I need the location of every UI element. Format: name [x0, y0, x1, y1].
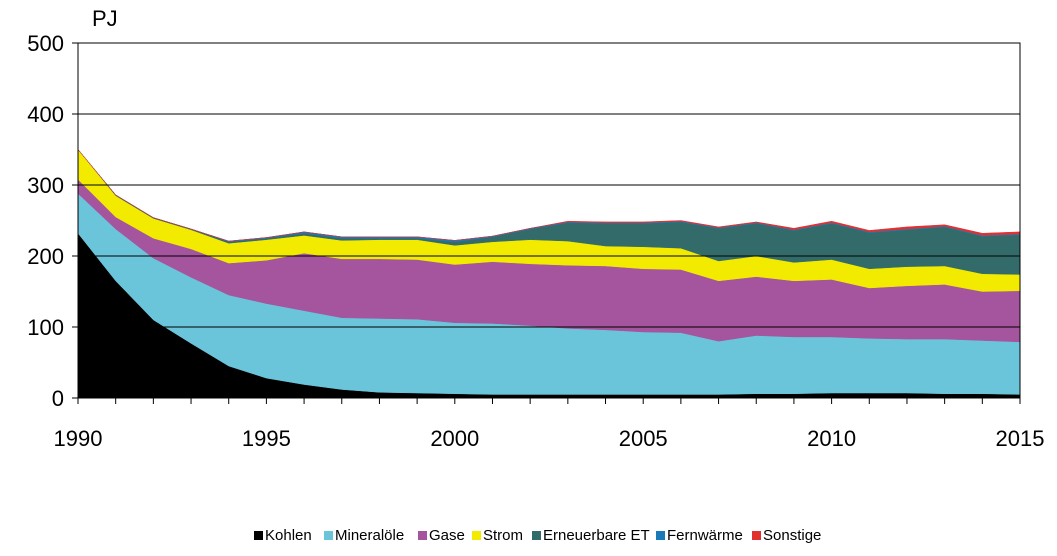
legend-label: Erneuerbare ET	[543, 527, 650, 544]
y-axis-label: PJ	[92, 6, 118, 31]
legend-swatch	[656, 531, 665, 540]
legend-swatch	[254, 531, 263, 540]
legend-swatch	[324, 531, 333, 540]
x-tick-label: 2000	[430, 426, 479, 451]
legend-swatch	[532, 531, 541, 540]
y-tick-label: 0	[52, 386, 64, 411]
x-tick-label: 1995	[242, 426, 291, 451]
y-tick-label: 500	[27, 31, 64, 56]
legend-label: Strom	[483, 527, 523, 544]
legend-swatch	[752, 531, 761, 540]
x-tick-label: 2010	[807, 426, 856, 451]
legend-swatch	[418, 531, 427, 540]
legend-label: Kohlen	[265, 527, 312, 544]
y-tick-label: 400	[27, 102, 64, 127]
x-tick-label: 2005	[619, 426, 668, 451]
y-tick-label: 100	[27, 315, 64, 340]
y-tick-label: 200	[27, 244, 64, 269]
legend-label: Fernwärme	[667, 527, 743, 544]
legend-swatch	[472, 531, 481, 540]
plot-frame	[77, 42, 1021, 399]
x-tick-label: 1990	[54, 426, 103, 451]
y-tick-label: 300	[27, 173, 64, 198]
legend-label: Gase	[429, 527, 465, 544]
legend-label: Sonstige	[763, 527, 821, 544]
legend-label: Mineralöle	[335, 527, 404, 544]
x-tick-label: 2015	[996, 426, 1045, 451]
